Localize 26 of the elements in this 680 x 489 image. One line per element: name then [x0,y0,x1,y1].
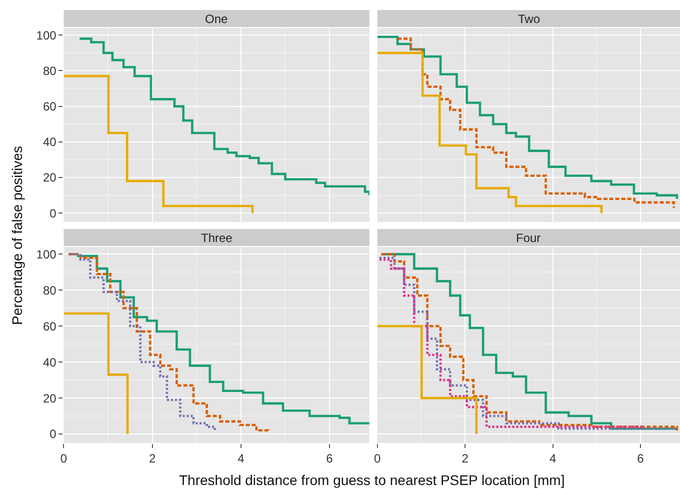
y-tick-label: 20 [42,391,57,406]
chart-title: Four [516,231,541,245]
y-tick-label: 40 [42,355,57,370]
x-tick-label: 2 [148,451,156,466]
x-tick-label: 0 [374,451,381,466]
y-tick-label: 0 [50,427,57,442]
x-tick-label: 2 [462,451,469,466]
chart-title: Two [518,12,540,26]
y-tick-label: 20 [42,170,57,185]
y-tick-label: 100 [36,28,57,42]
y-tick-label: 40 [42,135,57,150]
y-tick-label: 80 [42,283,57,298]
x-tick-label: 6 [326,451,334,466]
x-tick-label: 0 [60,451,68,466]
y-tick-label: 100 [36,247,57,262]
chart-title: Three [201,231,233,245]
y-tick-label: 60 [42,319,57,334]
x-tick-label: 4 [238,451,245,466]
chart-title: One [205,12,228,26]
y-tick-label: 60 [42,100,57,114]
y-tick-label: 0 [50,206,57,220]
y-tick-label: 80 [42,64,57,78]
x-axis-title: Threshold distance from guess to nearest PSEP location [mm] [179,472,565,488]
x-tick-label: 4 [549,451,556,466]
y-axis-title: Percentage of false positives [8,146,25,325]
x-tick-label: 6 [637,451,644,466]
